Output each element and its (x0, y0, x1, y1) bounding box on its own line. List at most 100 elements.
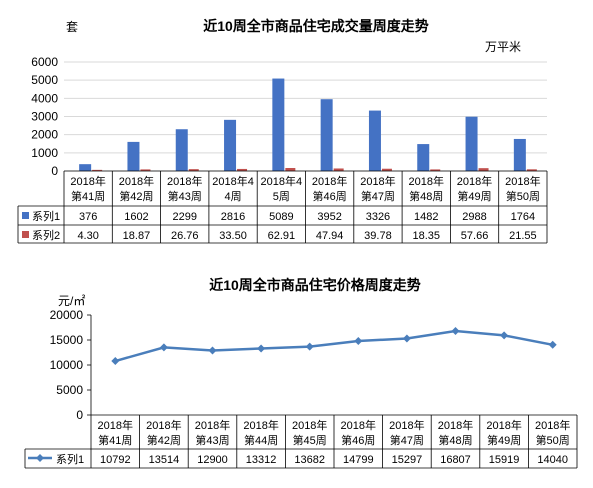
x-category-label-line1: 2018年4 (261, 174, 303, 188)
data-label-series1: 2299 (173, 211, 197, 223)
data-label-series2: 18.87 (123, 230, 151, 242)
data-label-series1: 1482 (414, 211, 438, 223)
data-label-series2: 18.35 (412, 230, 440, 242)
bar-series2 (237, 168, 248, 171)
bar-series1 (513, 138, 526, 171)
data-label-series1: 3952 (317, 211, 341, 223)
data-label-series1: 14799 (343, 454, 374, 466)
bar-series1 (417, 144, 430, 171)
bar-series2 (381, 168, 392, 171)
y-tick-label: 2000 (31, 128, 58, 142)
bar-series2 (188, 169, 199, 171)
x-category-label-line2: 5周 (273, 190, 290, 203)
bar-series2 (478, 168, 489, 171)
x-category-label-line1: 2018年 (535, 418, 570, 432)
data-label-series1: 15919 (489, 454, 520, 466)
data-label-series1: 5089 (269, 211, 293, 223)
x-category-label-line2: 第48周 (438, 433, 472, 447)
x-category-label-line1: 2018年 (312, 174, 347, 188)
x-category-label-line1: 2018年 (146, 418, 181, 432)
data-label-series2: 4.30 (77, 230, 98, 242)
x-category-label-line2: 第50周 (536, 433, 570, 447)
bar-series2 (333, 168, 344, 171)
y-tick-label: 20000 (50, 308, 84, 322)
series1-point (548, 340, 557, 349)
data-label-series1: 2988 (462, 211, 486, 223)
series1-point (159, 343, 168, 352)
series1-point (111, 357, 120, 366)
bar-series1 (175, 129, 188, 171)
legend-label-series1: 系列1 (56, 452, 84, 466)
y-tick-label: 0 (51, 164, 58, 178)
x-category-label-line1: 2018年 (167, 174, 202, 188)
series1-point (451, 326, 460, 335)
left-unit-label: 元/㎡ (58, 294, 85, 308)
data-label-series2: 47.94 (316, 230, 344, 242)
data-label-series2: 33.50 (219, 230, 247, 242)
x-category-label-line2: 第49周 (487, 433, 521, 447)
series1-point (208, 346, 217, 355)
data-label-series1: 13682 (294, 454, 325, 466)
series1-point (500, 331, 509, 340)
y-tick-label: 10000 (50, 358, 84, 372)
chart-title: 近10周全市商品住宅价格周度走势 (209, 277, 421, 293)
y-tick-label: 0 (76, 408, 83, 422)
left-unit-label: 套 (66, 20, 78, 34)
bar-series1 (127, 141, 140, 171)
data-label-series1: 376 (79, 211, 97, 223)
x-category-label-line1: 2018年 (119, 174, 154, 188)
x-category-label-line2: 第41周 (98, 433, 132, 447)
y-tick-label: 3000 (31, 110, 58, 124)
y-tick-label: 4000 (31, 91, 58, 105)
series1-point (402, 334, 411, 343)
x-category-label-line2: 第42周 (147, 433, 181, 447)
x-category-label-line1: 2018年 (341, 418, 376, 432)
y-tick-label: 15000 (50, 333, 84, 347)
data-label-series1: 2816 (221, 211, 245, 223)
bar-series2 (92, 169, 103, 171)
x-category-label-line2: 第46周 (313, 189, 347, 203)
right-unit-label: 万平米 (485, 40, 521, 54)
y-tick-label: 6000 (31, 55, 58, 69)
x-category-label-line2: 4周 (224, 190, 241, 203)
bar-series2 (526, 169, 537, 171)
legend-swatch-series1 (22, 212, 29, 219)
bar-series2 (285, 168, 296, 171)
x-category-label-line1: 2018年 (457, 174, 492, 188)
x-category-label-line1: 2018年 (438, 418, 473, 432)
legend-marker-series1 (36, 454, 44, 462)
legend-swatch-series2 (22, 231, 29, 238)
x-category-label-line2: 第45周 (293, 433, 327, 447)
bar-series1 (272, 78, 285, 171)
data-label-series2: 21.55 (509, 230, 537, 242)
data-label-series2: 26.76 (171, 230, 199, 242)
bar-series1 (465, 116, 478, 171)
data-label-series2: 57.66 (461, 230, 489, 242)
bar-series1 (368, 110, 381, 171)
data-label-series1: 13312 (246, 454, 277, 466)
data-label-series1: 13514 (149, 454, 180, 466)
x-category-label-line1: 2018年 (486, 418, 521, 432)
series1-point (354, 337, 363, 346)
x-category-label-line2: 第47周 (361, 189, 395, 203)
bar-series2 (140, 169, 151, 171)
y-tick-label: 5000 (56, 383, 83, 397)
legend-label-series1: 系列1 (32, 209, 60, 223)
x-category-label-line2: 第42周 (119, 189, 153, 203)
data-label-series1: 1764 (511, 211, 535, 223)
x-category-label-line1: 2018年 (70, 174, 105, 188)
data-label-series1: 15297 (392, 454, 423, 466)
x-category-label-line1: 2018年 (505, 174, 540, 188)
data-label-series2: 39.78 (364, 230, 392, 242)
bar-series1 (79, 164, 92, 171)
x-category-label-line2: 第44周 (244, 433, 278, 447)
x-category-label-line1: 2018年 (409, 174, 444, 188)
x-category-label-line2: 第47周 (390, 433, 424, 447)
x-category-label-line2: 第50周 (506, 189, 540, 203)
series1-point (305, 342, 314, 351)
bar-series2 (430, 169, 441, 171)
data-label-series1: 10792 (100, 454, 131, 466)
x-category-label-line1: 2018年 (98, 418, 133, 432)
